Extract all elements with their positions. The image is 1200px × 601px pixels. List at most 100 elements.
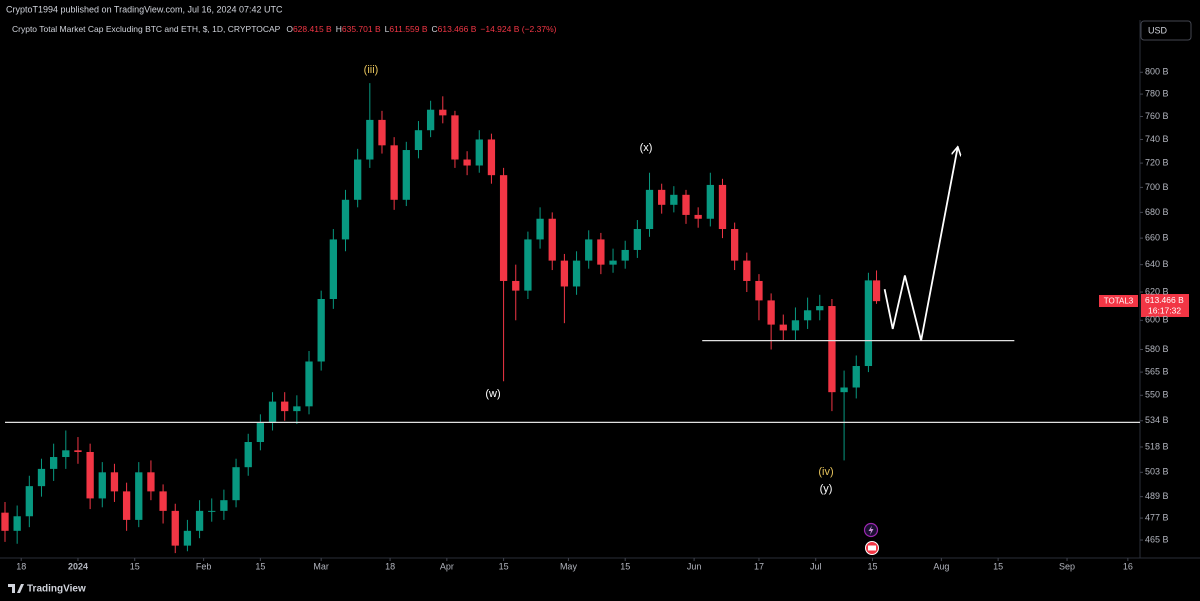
ohlc-key: O bbox=[286, 24, 293, 34]
ohlc-key: L bbox=[385, 24, 390, 34]
wave-label: (iv) bbox=[818, 466, 833, 478]
ohlc-key: C bbox=[432, 24, 438, 34]
candle-body bbox=[390, 145, 398, 200]
candle-body bbox=[74, 450, 82, 452]
currency-label[interactable]: USD bbox=[1148, 25, 1168, 35]
candle-body bbox=[183, 530, 192, 546]
footer bbox=[0, 578, 1200, 601]
y-tick-label: 740 B bbox=[1145, 134, 1169, 144]
candle-body bbox=[62, 450, 70, 458]
candle-body bbox=[633, 229, 642, 250]
candle-body bbox=[98, 472, 106, 499]
candle-body bbox=[159, 491, 167, 511]
candle-body bbox=[13, 516, 21, 531]
price-axis: 800 B 780 B 760 B 740 B 720 B 700 B 680 B 660 B… bbox=[1140, 67, 1169, 544]
currency-button[interactable] bbox=[1140, 20, 1192, 41]
candle-body bbox=[767, 300, 775, 325]
candle-body bbox=[305, 361, 313, 407]
x-tick-label: 15 bbox=[620, 561, 630, 571]
candle-body bbox=[755, 280, 763, 301]
wave-label: (y) bbox=[820, 483, 833, 495]
symbol-tag bbox=[1099, 295, 1138, 307]
x-tick-label: Apr bbox=[440, 561, 454, 571]
candle-body bbox=[487, 139, 496, 176]
ohlc-value: 628.415 B bbox=[293, 24, 332, 34]
candle-body bbox=[499, 175, 508, 281]
candle-body bbox=[171, 510, 179, 546]
time-axis: 18 2024 15 Feb 15 Mar 18 Apr 15 May 15 Jun 17 Jul 15 Au… bbox=[16, 558, 1133, 571]
y-tick-label: 503 B bbox=[1145, 467, 1169, 477]
candle-body bbox=[670, 194, 678, 205]
candle-body bbox=[378, 119, 386, 146]
change-value: −14.924 B (−2.37%) bbox=[480, 24, 556, 34]
candle-body bbox=[1, 512, 9, 531]
candle-body bbox=[609, 260, 617, 265]
candle-body bbox=[840, 387, 848, 393]
wave-label: (w) bbox=[485, 388, 500, 400]
candle-body bbox=[49, 457, 58, 469]
ohlc-value: 611.559 B bbox=[389, 24, 427, 34]
x-tick-label: Jun bbox=[687, 561, 702, 571]
y-tick-label: 680 B bbox=[1145, 207, 1169, 217]
candle-body bbox=[682, 194, 690, 215]
candle-body bbox=[232, 467, 240, 501]
candle-body bbox=[366, 119, 374, 160]
x-tick-label: 2024 bbox=[68, 561, 88, 571]
candle-body bbox=[585, 239, 593, 261]
x-tick-label: 15 bbox=[130, 561, 140, 571]
y-tick-label: 760 B bbox=[1145, 111, 1169, 121]
candle-body bbox=[475, 139, 483, 166]
x-tick-label: Mar bbox=[313, 561, 329, 571]
candle-body bbox=[621, 249, 629, 261]
y-tick-label: 700 B bbox=[1145, 182, 1169, 192]
candle-body bbox=[451, 115, 459, 160]
x-tick-label: Sep bbox=[1059, 561, 1075, 571]
y-tick-label: 580 B bbox=[1145, 344, 1169, 354]
x-tick-label: 15 bbox=[993, 561, 1003, 571]
x-tick-label: 15 bbox=[867, 561, 877, 571]
projection-path bbox=[883, 148, 958, 341]
candle-body bbox=[548, 218, 556, 261]
y-tick-label: 800 B bbox=[1145, 67, 1169, 77]
candle-body bbox=[852, 366, 860, 388]
x-tick-label: Feb bbox=[196, 561, 212, 571]
x-tick-label: 16 bbox=[1123, 561, 1133, 571]
symbol-line: Crypto Total Market Cap Excluding BTC an… bbox=[12, 24, 557, 34]
y-tick-label: 518 B bbox=[1145, 441, 1169, 451]
wave-label: (iii) bbox=[364, 64, 379, 76]
x-tick-label: 17 bbox=[754, 561, 764, 571]
candle-body bbox=[864, 280, 873, 367]
candle-body bbox=[718, 184, 727, 230]
candle-body bbox=[524, 239, 532, 291]
candle-body bbox=[463, 159, 471, 166]
x-tick-label: 15 bbox=[499, 561, 509, 571]
x-tick-label: May bbox=[560, 561, 578, 571]
candle-body bbox=[122, 491, 131, 520]
candle-body bbox=[37, 468, 46, 487]
y-tick-label: 660 B bbox=[1145, 232, 1169, 242]
candle-body bbox=[730, 229, 739, 261]
candle-body bbox=[317, 298, 325, 362]
y-tick-label: 600 B bbox=[1145, 315, 1169, 325]
candle-body bbox=[281, 401, 289, 412]
candle-body bbox=[256, 422, 265, 443]
candle-body bbox=[244, 442, 252, 468]
candle-body bbox=[135, 472, 143, 520]
candle-body bbox=[25, 486, 33, 517]
brand-logo bbox=[8, 584, 24, 593]
candle-body bbox=[293, 406, 301, 412]
candle-body bbox=[512, 280, 520, 291]
ohlc-value: 613.466 B bbox=[438, 24, 477, 34]
news-icon-glyph bbox=[868, 545, 876, 551]
candle-body bbox=[706, 184, 714, 219]
symbol-name: Crypto Total Market Cap Excluding BTC an… bbox=[12, 24, 281, 34]
candle-body bbox=[110, 472, 119, 492]
candle-body bbox=[560, 260, 569, 287]
y-tick-label: 550 B bbox=[1145, 390, 1169, 400]
candle-body bbox=[803, 310, 812, 321]
candle-body bbox=[872, 280, 881, 302]
x-tick-label: Jul bbox=[810, 561, 822, 571]
ohlc-value: 635.701 B bbox=[342, 24, 381, 34]
wave-label: (x) bbox=[640, 142, 653, 154]
